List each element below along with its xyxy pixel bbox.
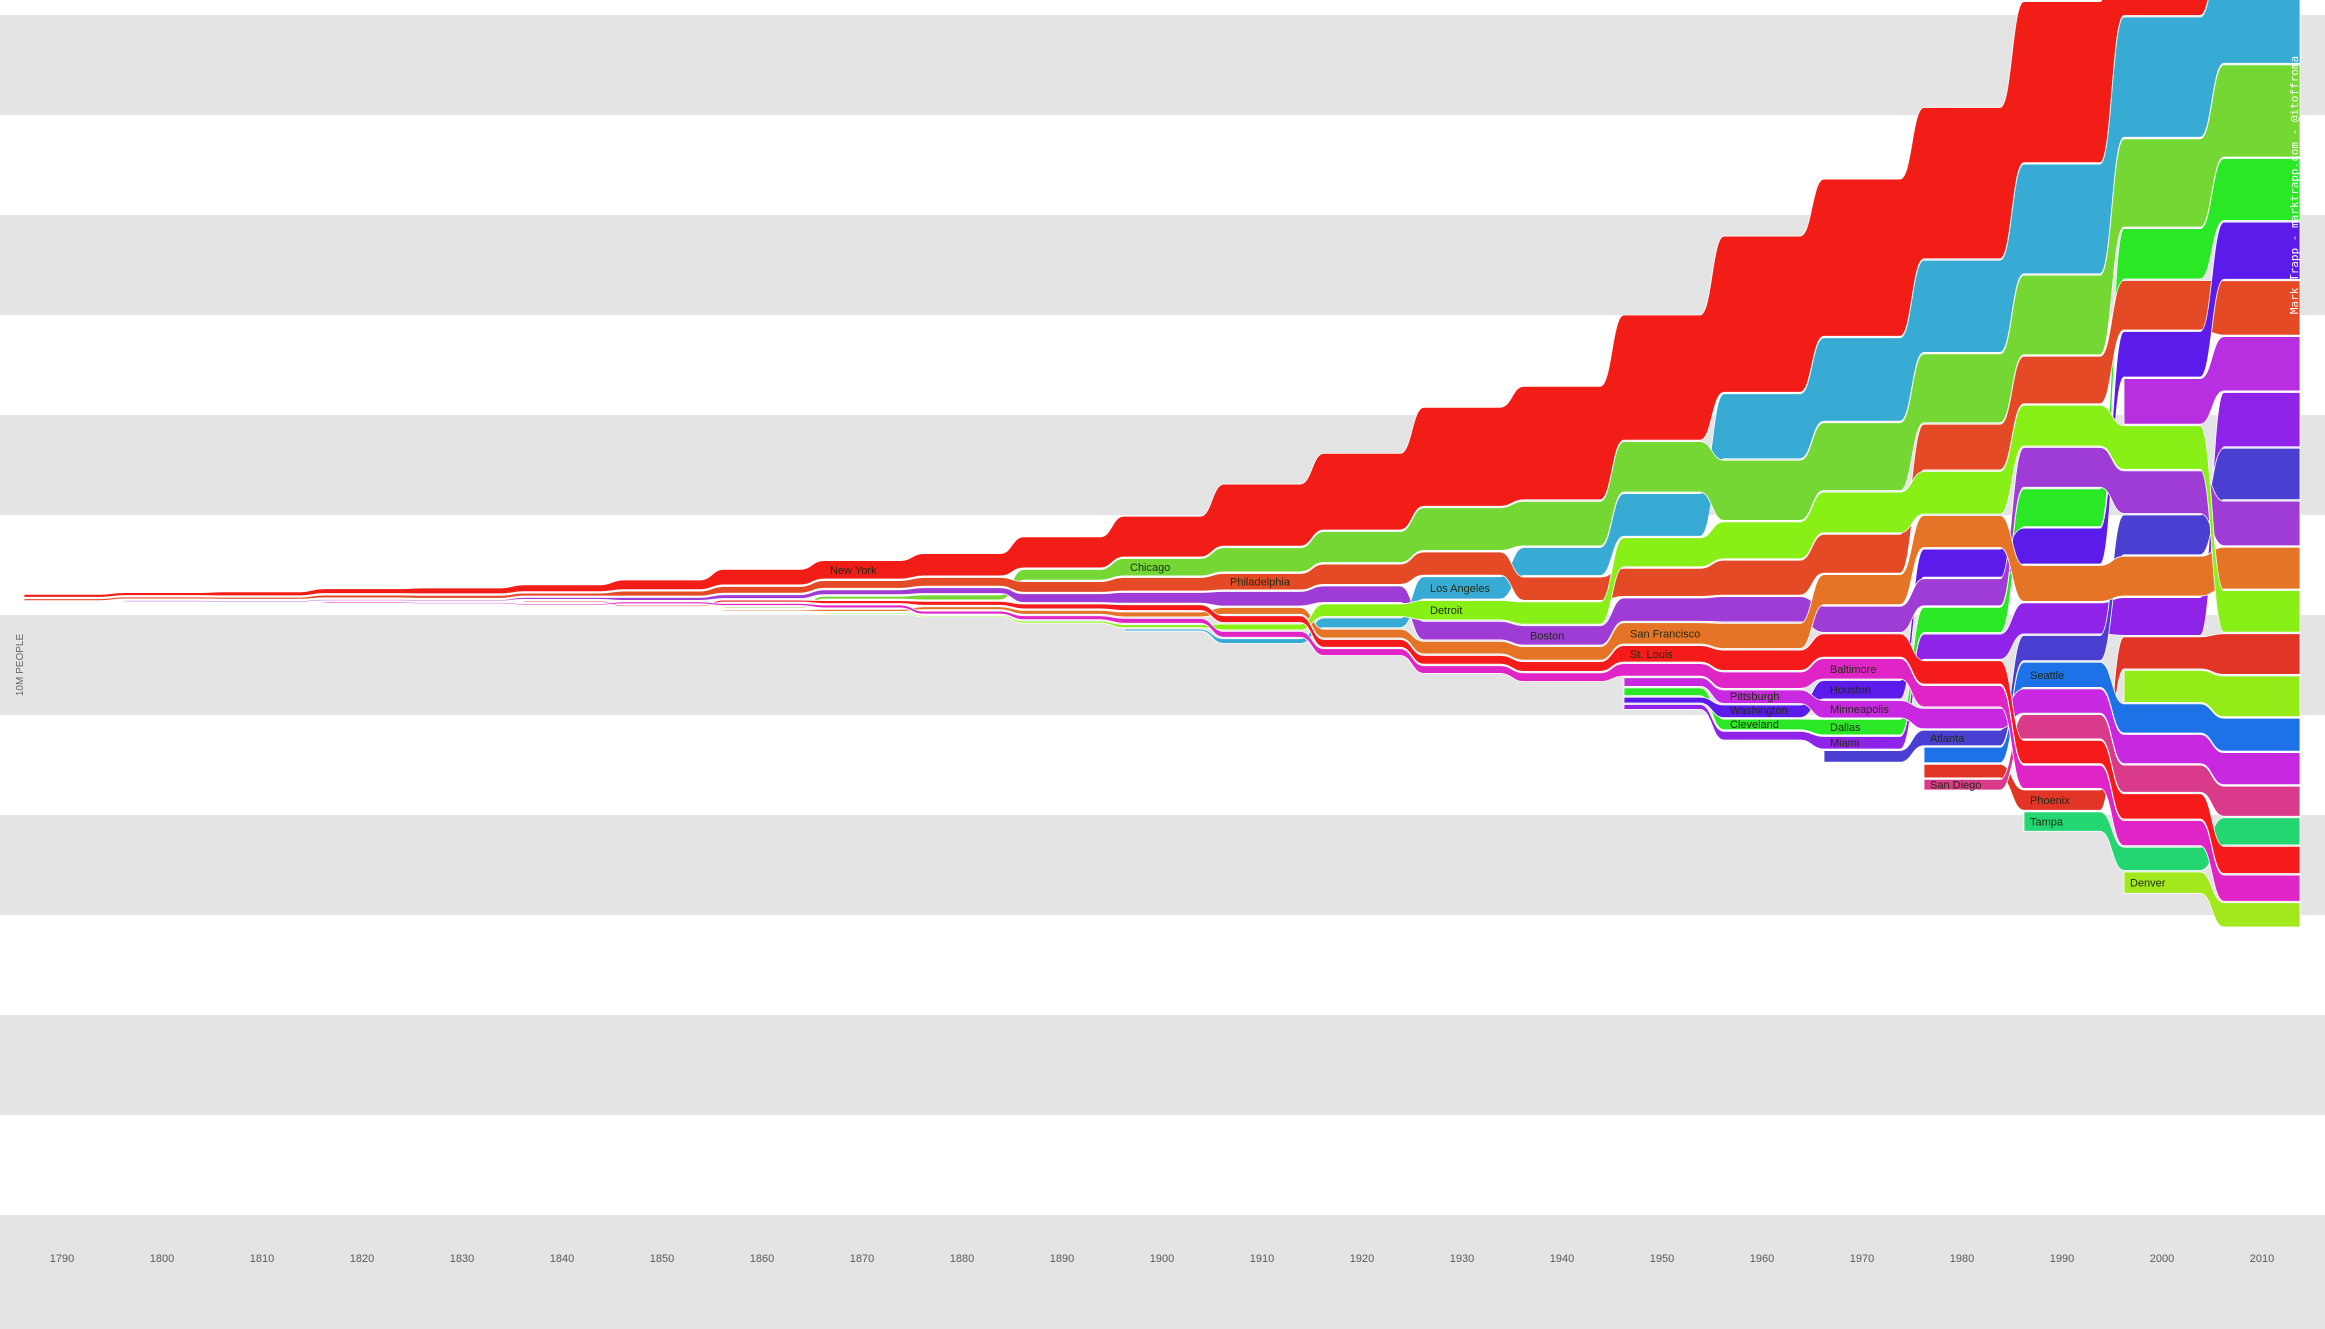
x-tick-label: 1880 bbox=[950, 1253, 974, 1265]
x-tick-label: 1940 bbox=[1550, 1253, 1574, 1265]
x-tick-label: 1960 bbox=[1750, 1253, 1774, 1265]
grid-band bbox=[0, 1115, 2325, 1215]
credit-text: Mark Trapp - marktrapp.com - @itoffroma bbox=[2288, 56, 2301, 314]
city-label: Minneapolis bbox=[1830, 704, 1889, 716]
grid-band bbox=[0, 1015, 2325, 1115]
city-label: Seattle bbox=[2030, 670, 2064, 682]
x-tick-label: 1790 bbox=[50, 1253, 74, 1265]
x-tick-label: 1980 bbox=[1950, 1253, 1974, 1265]
stream-baltimore bbox=[323, 601, 2301, 902]
grid-band bbox=[0, 15, 2325, 115]
city-label: Houston bbox=[1830, 685, 1871, 697]
stream-seattle bbox=[1923, 661, 2301, 764]
city-label: Chicago bbox=[1130, 562, 1170, 574]
x-tick-label: 1850 bbox=[650, 1253, 674, 1265]
city-label: Denver bbox=[2130, 878, 2166, 890]
city-label: Philadelphia bbox=[1230, 577, 1291, 589]
stream-minneapolis bbox=[1623, 677, 2301, 786]
y-scale-label: 10M PEOPLE bbox=[15, 634, 26, 697]
x-axis-ticks: 1790 1800 1810 1820 1830 1840 1850 1860 1870 1880… bbox=[50, 1253, 2274, 1265]
x-tick-label: 1990 bbox=[2050, 1253, 2074, 1265]
x-tick-label: 1930 bbox=[1450, 1253, 1474, 1265]
x-tick-label: 1870 bbox=[850, 1253, 874, 1265]
city-label: Detroit bbox=[1430, 605, 1462, 617]
stream-st-louis bbox=[523, 599, 2301, 874]
x-tick-label: 1890 bbox=[1050, 1253, 1074, 1265]
x-tick-label: 1820 bbox=[350, 1253, 374, 1265]
stream-tampa bbox=[2023, 811, 2301, 871]
stream-boston bbox=[123, 447, 2301, 646]
x-tick-label: 1810 bbox=[250, 1253, 274, 1265]
city-label: San Diego bbox=[1930, 780, 1981, 792]
stream-chicago bbox=[723, 64, 2301, 609]
stream-riverside bbox=[2123, 669, 2301, 718]
city-label: Baltimore bbox=[1830, 664, 1876, 676]
city-label: Dallas bbox=[1830, 722, 1861, 734]
city-label: Miami bbox=[1830, 738, 1859, 750]
x-tick-label: 1920 bbox=[1350, 1253, 1374, 1265]
city-label: Los Angeles bbox=[1430, 583, 1490, 595]
x-tick-label: 1900 bbox=[1150, 1253, 1174, 1265]
x-tick-label: 1860 bbox=[750, 1253, 774, 1265]
x-tick-label: 1910 bbox=[1250, 1253, 1274, 1265]
x-tick-label: 1840 bbox=[550, 1253, 574, 1265]
city-label: Atlanta bbox=[1930, 733, 1965, 745]
stream-denver bbox=[2123, 871, 2301, 928]
stream-philadelphia bbox=[23, 280, 2301, 602]
grid-band bbox=[0, 915, 2325, 1015]
stream-detroit bbox=[823, 404, 2301, 633]
city-label: Pittsburgh bbox=[1730, 691, 1780, 703]
city-label: Cleveland bbox=[1730, 719, 1779, 731]
x-tick-label: 2010 bbox=[2250, 1253, 2274, 1265]
city-labels: New York Chicago Philadelphia Detroit Los An… bbox=[830, 562, 2166, 889]
stream-san-francisco bbox=[723, 515, 2301, 661]
x-tick-label: 1950 bbox=[1650, 1253, 1674, 1265]
x-tick-label: 2000 bbox=[2150, 1253, 2174, 1265]
stream-los-angeles bbox=[1123, 0, 2301, 644]
axis-band bbox=[0, 1215, 2325, 1329]
x-tick-label: 1800 bbox=[150, 1253, 174, 1265]
stream-new-york bbox=[23, 0, 2209, 598]
city-label: St. Louis bbox=[1630, 649, 1673, 661]
city-streams bbox=[23, 0, 2301, 928]
x-tick-label: 1830 bbox=[450, 1253, 474, 1265]
city-label: San Francisco bbox=[1630, 628, 1700, 640]
grid-band bbox=[0, 815, 2325, 915]
stream-miami bbox=[1623, 392, 2301, 750]
city-label: Phoenix bbox=[2030, 795, 2070, 807]
city-label: Washington bbox=[1730, 705, 1788, 717]
city-label: Tampa bbox=[2030, 817, 2064, 829]
city-label: Boston bbox=[1530, 630, 1564, 642]
stream-washington bbox=[2123, 336, 2301, 425]
x-tick-label: 1970 bbox=[1850, 1253, 1874, 1265]
city-label: New York bbox=[830, 565, 877, 577]
